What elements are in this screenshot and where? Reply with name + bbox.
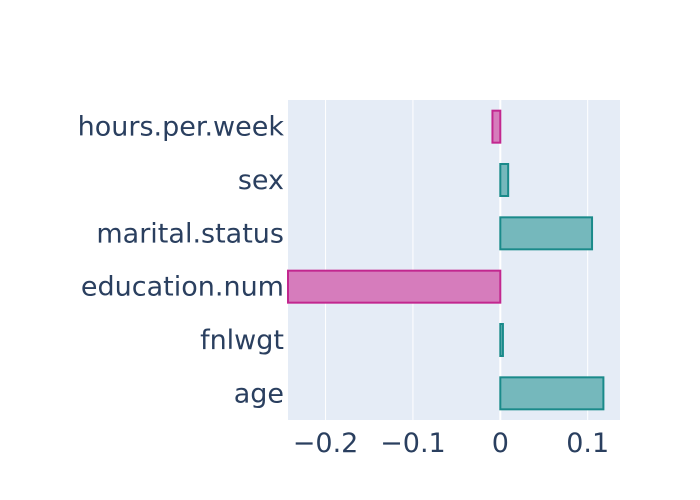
- x-tick-label: −0.2: [293, 428, 359, 459]
- bars: [287, 109, 605, 411]
- x-tick-label: −0.1: [380, 428, 446, 459]
- bar-age: [499, 376, 605, 411]
- x-tick-labels: −0.2 −0.1 0 0.1: [293, 428, 609, 459]
- bar-sex: [499, 163, 510, 197]
- bar-fnlwgt: [499, 323, 504, 357]
- bar-marital-status: [499, 216, 594, 251]
- bar-hours-per-week: [491, 109, 502, 144]
- plot-background: [288, 100, 620, 420]
- y-tick-label: marital.status: [96, 218, 284, 249]
- bar-education-num: [287, 269, 502, 304]
- y-tick-label: hours.per.week: [78, 112, 285, 143]
- y-tick-label: sex: [238, 165, 284, 196]
- y-tick-labels: age fnlwgt education.num marital.status sex h…: [78, 112, 285, 410]
- y-tick-label: education.num: [81, 272, 284, 303]
- y-tick-label: age: [234, 378, 284, 409]
- x-tick-label: 0.1: [566, 428, 609, 459]
- grid-lines: [325, 100, 589, 420]
- x-tick-label: 0: [492, 428, 509, 459]
- y-tick-label: fnlwgt: [200, 325, 284, 356]
